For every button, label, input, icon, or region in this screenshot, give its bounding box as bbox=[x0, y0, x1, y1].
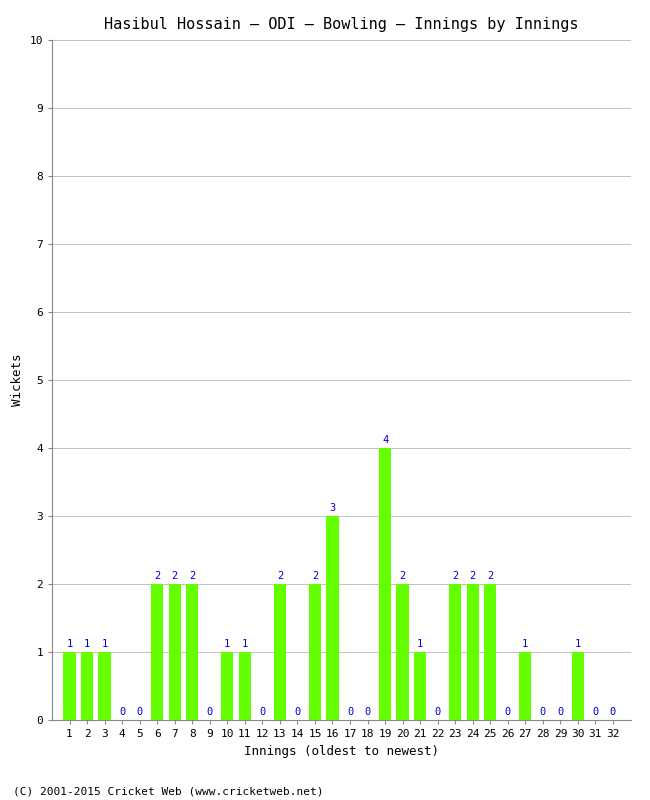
Bar bbox=[326, 516, 339, 720]
Bar bbox=[168, 584, 181, 720]
Text: 1: 1 bbox=[84, 638, 90, 649]
Text: 0: 0 bbox=[136, 706, 143, 717]
Bar bbox=[572, 652, 584, 720]
X-axis label: Innings (oldest to newest): Innings (oldest to newest) bbox=[244, 745, 439, 758]
Text: 0: 0 bbox=[207, 706, 213, 717]
Bar bbox=[309, 584, 321, 720]
Text: (C) 2001-2015 Cricket Web (www.cricketweb.net): (C) 2001-2015 Cricket Web (www.cricketwe… bbox=[13, 786, 324, 796]
Text: 2: 2 bbox=[172, 570, 178, 581]
Text: 2: 2 bbox=[154, 570, 161, 581]
Bar bbox=[239, 652, 251, 720]
Bar bbox=[519, 652, 532, 720]
Y-axis label: Wickets: Wickets bbox=[11, 354, 24, 406]
Text: 0: 0 bbox=[504, 706, 511, 717]
Text: 0: 0 bbox=[294, 706, 300, 717]
Text: 0: 0 bbox=[540, 706, 546, 717]
Bar bbox=[81, 652, 93, 720]
Text: 1: 1 bbox=[417, 638, 423, 649]
Text: 0: 0 bbox=[435, 706, 441, 717]
Text: 1: 1 bbox=[575, 638, 581, 649]
Bar bbox=[484, 584, 497, 720]
Bar bbox=[449, 584, 462, 720]
Text: 2: 2 bbox=[277, 570, 283, 581]
Text: 0: 0 bbox=[610, 706, 616, 717]
Bar bbox=[221, 652, 233, 720]
Text: 1: 1 bbox=[66, 638, 73, 649]
Text: 0: 0 bbox=[119, 706, 125, 717]
Bar bbox=[151, 584, 163, 720]
Text: 0: 0 bbox=[365, 706, 370, 717]
Bar bbox=[64, 652, 75, 720]
Bar bbox=[414, 652, 426, 720]
Bar bbox=[98, 652, 110, 720]
Text: 1: 1 bbox=[101, 638, 108, 649]
Text: 0: 0 bbox=[592, 706, 599, 717]
Text: 1: 1 bbox=[242, 638, 248, 649]
Bar bbox=[379, 448, 391, 720]
Bar bbox=[274, 584, 286, 720]
Text: 2: 2 bbox=[452, 570, 458, 581]
Text: 0: 0 bbox=[259, 706, 265, 717]
Text: 2: 2 bbox=[487, 570, 493, 581]
Text: 4: 4 bbox=[382, 434, 388, 445]
Text: 0: 0 bbox=[347, 706, 353, 717]
Text: 0: 0 bbox=[557, 706, 564, 717]
Text: 1: 1 bbox=[224, 638, 231, 649]
Bar bbox=[467, 584, 479, 720]
Text: 2: 2 bbox=[312, 570, 318, 581]
Title: Hasibul Hossain – ODI – Bowling – Innings by Innings: Hasibul Hossain – ODI – Bowling – Inning… bbox=[104, 17, 578, 32]
Bar bbox=[396, 584, 409, 720]
Bar bbox=[186, 584, 198, 720]
Text: 3: 3 bbox=[330, 502, 335, 513]
Text: 2: 2 bbox=[469, 570, 476, 581]
Text: 2: 2 bbox=[400, 570, 406, 581]
Text: 1: 1 bbox=[522, 638, 528, 649]
Text: 2: 2 bbox=[189, 570, 196, 581]
